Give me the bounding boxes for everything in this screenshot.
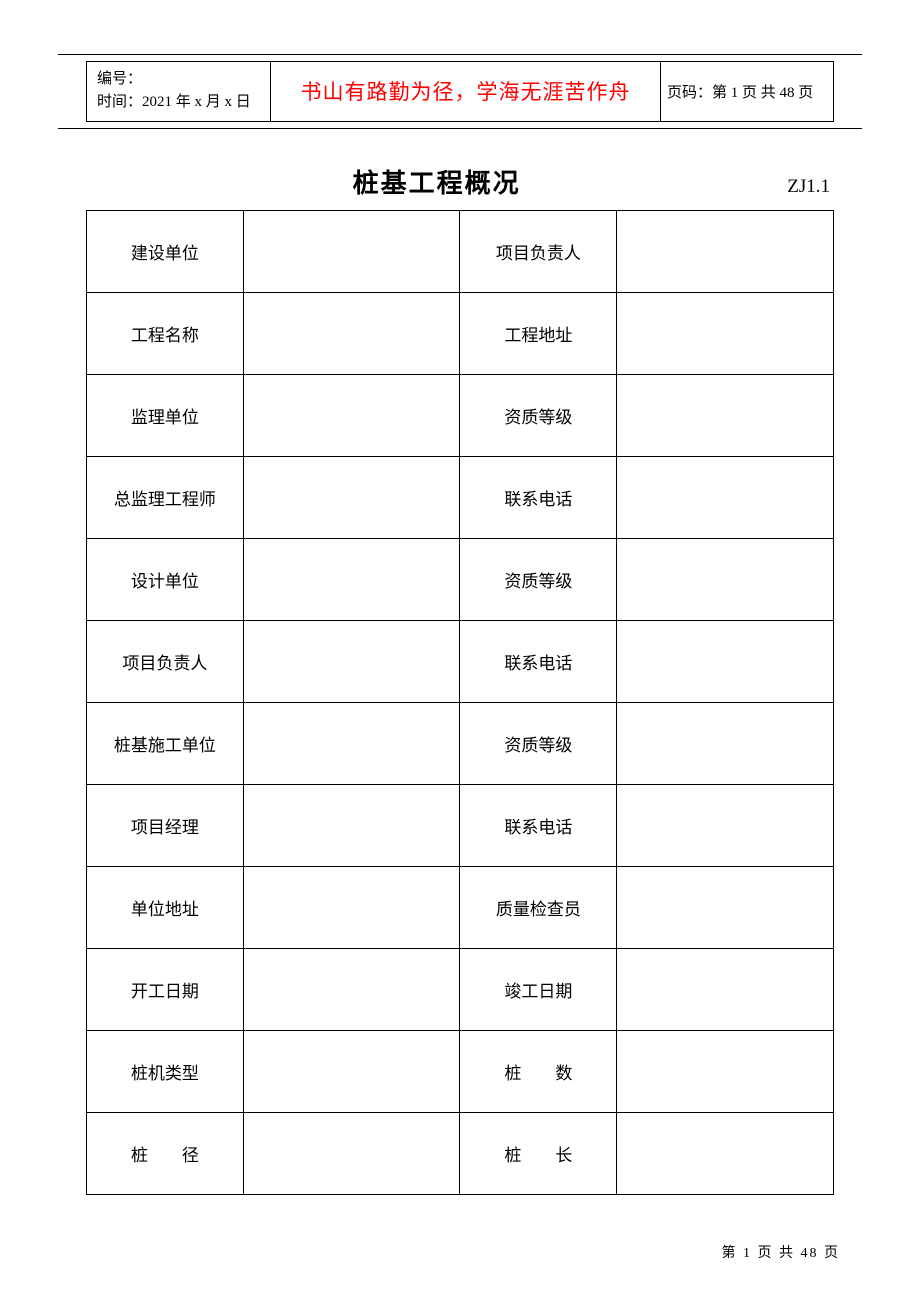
value-cell <box>617 210 834 292</box>
value-cell <box>243 1112 460 1194</box>
value-cell <box>243 702 460 784</box>
header-motto: 书山有路勤为径，学海无涯苦作舟 <box>271 62 661 121</box>
label-cell: 项目负责人 <box>460 210 617 292</box>
label-cell: 资质等级 <box>460 374 617 456</box>
table-row: 项目负责人 联系电话 <box>87 620 834 702</box>
label-cell: 工程名称 <box>87 292 244 374</box>
value-cell <box>617 374 834 456</box>
page-title: 桩基工程概况 <box>86 163 787 200</box>
table-row: 建设单位 项目负责人 <box>87 210 834 292</box>
label-cell: 桩机类型 <box>87 1030 244 1112</box>
label-cell: 资质等级 <box>460 702 617 784</box>
label-cell: 桩基施工单位 <box>87 702 244 784</box>
label-cell: 联系电话 <box>460 456 617 538</box>
label-cell: 单位地址 <box>87 866 244 948</box>
table-row: 监理单位 资质等级 <box>87 374 834 456</box>
value-cell <box>243 292 460 374</box>
table-row: 开工日期 竣工日期 <box>87 948 834 1030</box>
label-cell: 质量检查员 <box>460 866 617 948</box>
value-cell <box>617 1030 834 1112</box>
header-page: 页码：第 1 页 共 48 页 <box>661 62 833 121</box>
label-cell: 桩 长 <box>460 1112 617 1194</box>
page-container: 编号： 时间：2021 年 x 月 x 日 书山有路勤为径，学海无涯苦作舟 页码… <box>0 0 920 1195</box>
value-cell <box>243 866 460 948</box>
under-rule <box>58 128 862 129</box>
value-cell <box>243 948 460 1030</box>
value-cell <box>617 456 834 538</box>
table-row: 单位地址 质量检查员 <box>87 866 834 948</box>
value-cell <box>617 702 834 784</box>
serial-label: 编号： <box>97 68 260 91</box>
label-cell: 资质等级 <box>460 538 617 620</box>
value-cell <box>617 538 834 620</box>
label-cell: 桩 数 <box>460 1030 617 1112</box>
value-cell <box>243 620 460 702</box>
label-cell: 设计单位 <box>87 538 244 620</box>
label-cell: 竣工日期 <box>460 948 617 1030</box>
value-cell <box>243 456 460 538</box>
title-code: ZJ1.1 <box>787 176 834 198</box>
label-cell: 联系电话 <box>460 784 617 866</box>
header-box: 编号： 时间：2021 年 x 月 x 日 书山有路勤为径，学海无涯苦作舟 页码… <box>86 61 834 122</box>
label-cell: 建设单位 <box>87 210 244 292</box>
value-cell <box>243 374 460 456</box>
table-row: 桩基施工单位 资质等级 <box>87 702 834 784</box>
table-row: 桩 径 桩 长 <box>87 1112 834 1194</box>
table-row: 工程名称 工程地址 <box>87 292 834 374</box>
value-cell <box>617 948 834 1030</box>
value-cell <box>617 620 834 702</box>
table-row: 设计单位 资质等级 <box>87 538 834 620</box>
value-cell <box>243 210 460 292</box>
label-cell: 项目负责人 <box>87 620 244 702</box>
value-cell <box>617 784 834 866</box>
value-cell <box>243 784 460 866</box>
label-cell: 总监理工程师 <box>87 456 244 538</box>
table-row: 项目经理 联系电话 <box>87 784 834 866</box>
label-cell: 监理单位 <box>87 374 244 456</box>
overview-table: 建设单位 项目负责人 工程名称 工程地址 监理单位 资质等级 总监理工程师 联 <box>86 210 834 1195</box>
header-left: 编号： 时间：2021 年 x 月 x 日 <box>87 62 271 121</box>
footer-page: 第 1 页 共 48 页 <box>722 1242 841 1262</box>
table-body: 建设单位 项目负责人 工程名称 工程地址 监理单位 资质等级 总监理工程师 联 <box>87 210 834 1194</box>
label-cell: 桩 径 <box>87 1112 244 1194</box>
table-row: 桩机类型 桩 数 <box>87 1030 834 1112</box>
value-cell <box>617 292 834 374</box>
value-cell <box>617 866 834 948</box>
value-cell <box>243 1030 460 1112</box>
top-rule <box>58 54 862 55</box>
label-cell: 工程地址 <box>460 292 617 374</box>
time-label: 时间：2021 年 x 月 x 日 <box>97 91 260 114</box>
label-cell: 开工日期 <box>87 948 244 1030</box>
value-cell <box>617 1112 834 1194</box>
title-row: 桩基工程概况 ZJ1.1 <box>86 163 834 200</box>
label-cell: 项目经理 <box>87 784 244 866</box>
table-row: 总监理工程师 联系电话 <box>87 456 834 538</box>
value-cell <box>243 538 460 620</box>
label-cell: 联系电话 <box>460 620 617 702</box>
